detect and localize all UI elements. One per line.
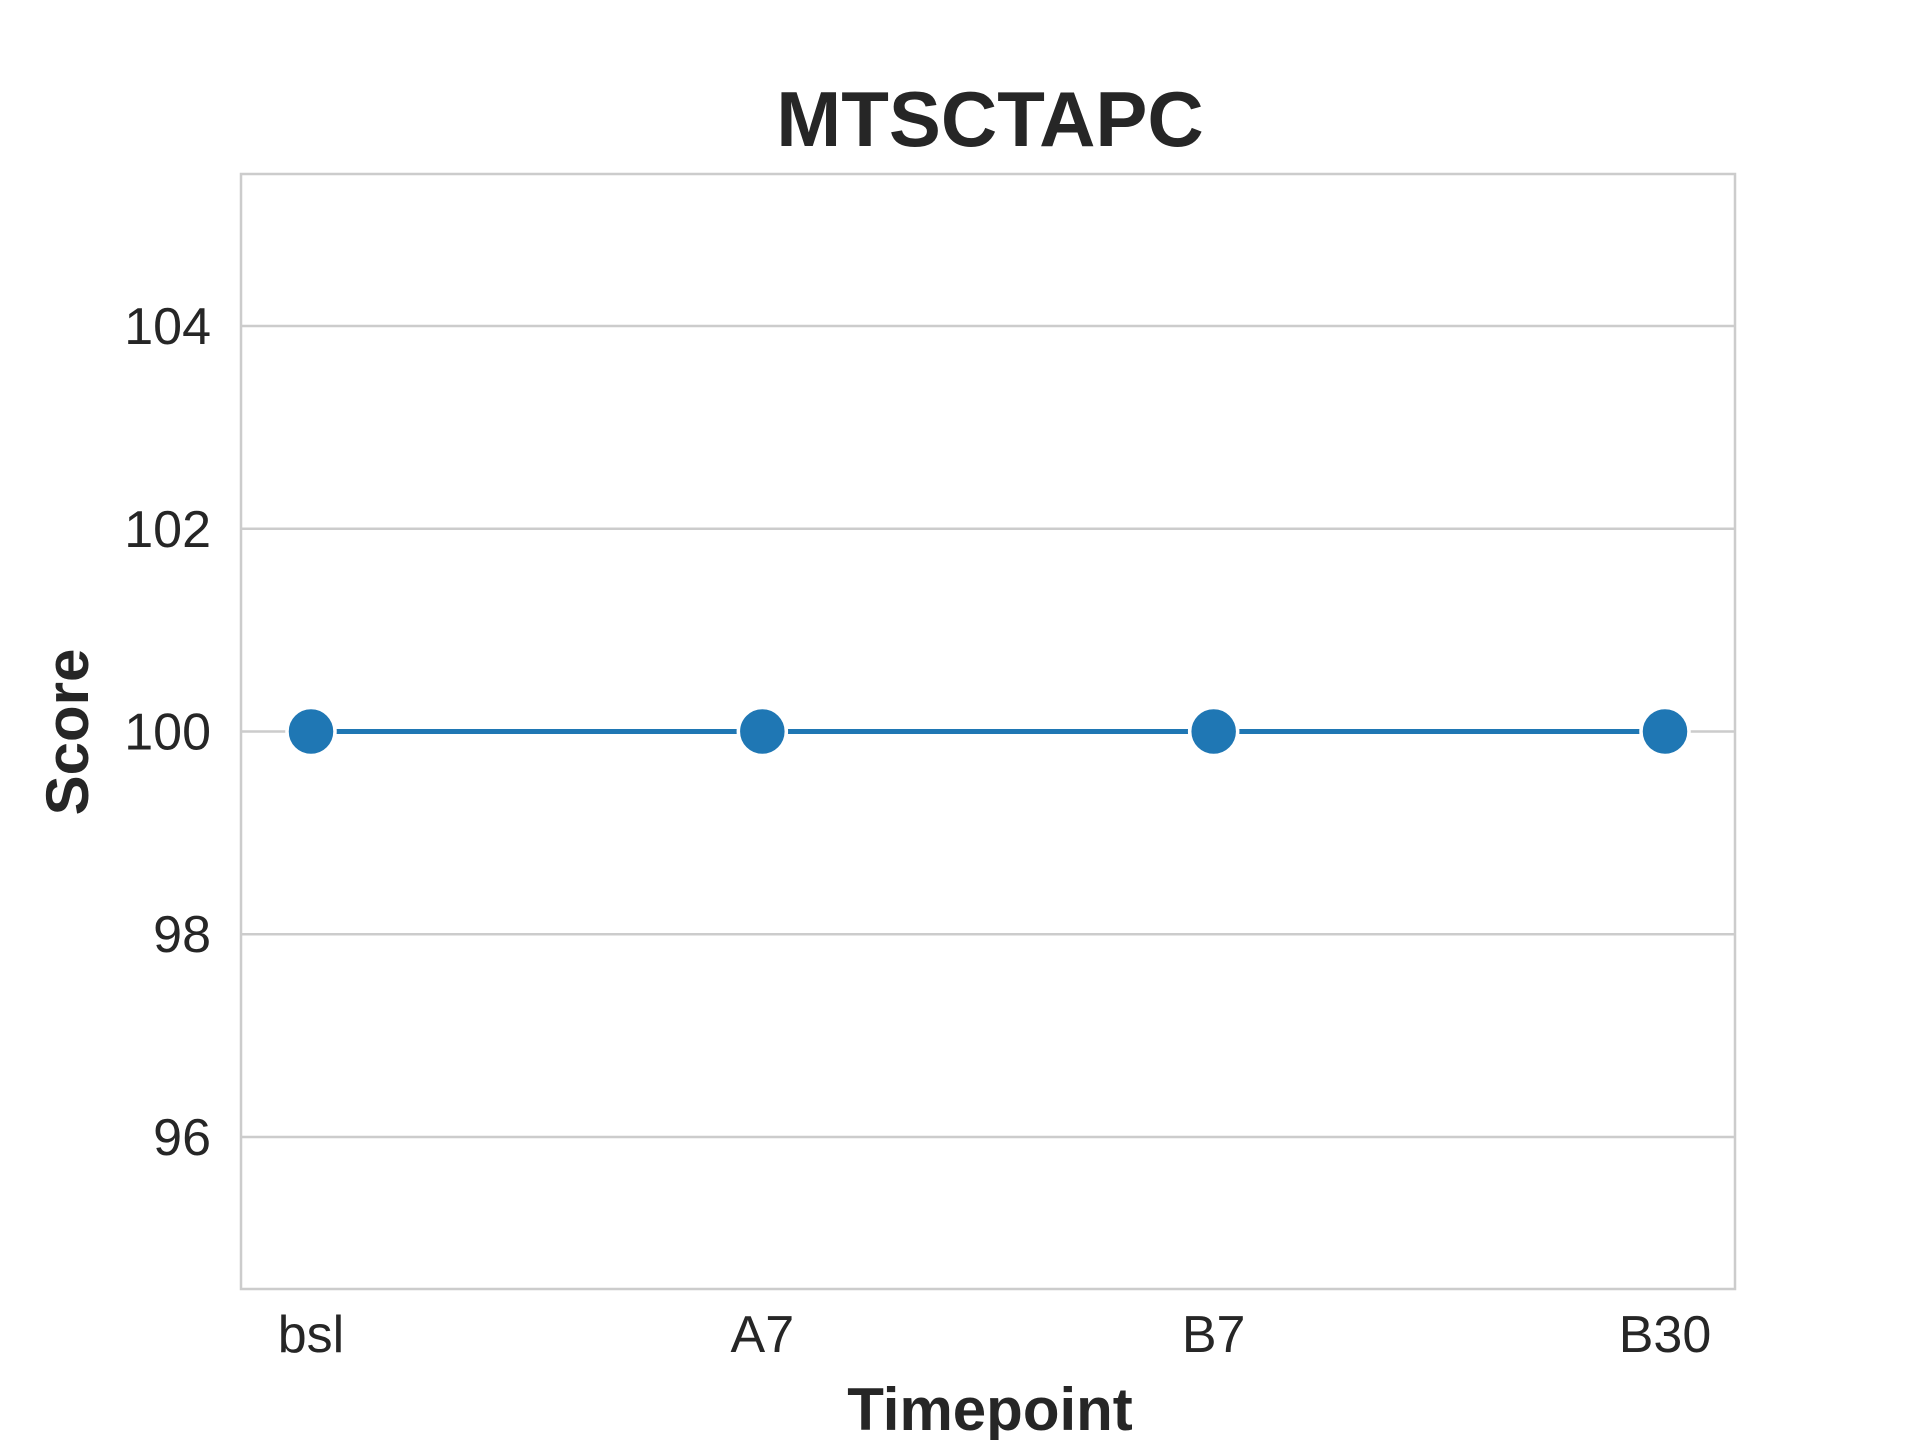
y-tick-label: 102 [124, 501, 211, 559]
data-point [285, 705, 337, 758]
y-tick-label: 98 [153, 906, 211, 964]
data-point [736, 705, 789, 758]
chart-title: MTSCTAPC [776, 75, 1204, 163]
y-tick-label: 96 [153, 1109, 211, 1167]
x-tick-label: bsl [278, 1306, 344, 1364]
y-axis-label: Score [34, 649, 101, 816]
x-tick-label: B7 [1182, 1306, 1246, 1364]
x-tick-label: B30 [1619, 1306, 1712, 1364]
series-layer [285, 705, 1691, 758]
x-axis-label: Timepoint [847, 1376, 1133, 1440]
x-tick-label: A7 [731, 1306, 795, 1364]
y-tick-label: 104 [124, 298, 211, 356]
data-point [1187, 705, 1240, 758]
plot-frame [239, 172, 1737, 1291]
y-tick-labels: 96 98 100 102 104 [124, 298, 211, 1167]
y-tick-label: 100 [124, 704, 211, 762]
x-tick-labels: bsl A7 B7 B30 [278, 1306, 1712, 1364]
data-point [1639, 705, 1691, 758]
